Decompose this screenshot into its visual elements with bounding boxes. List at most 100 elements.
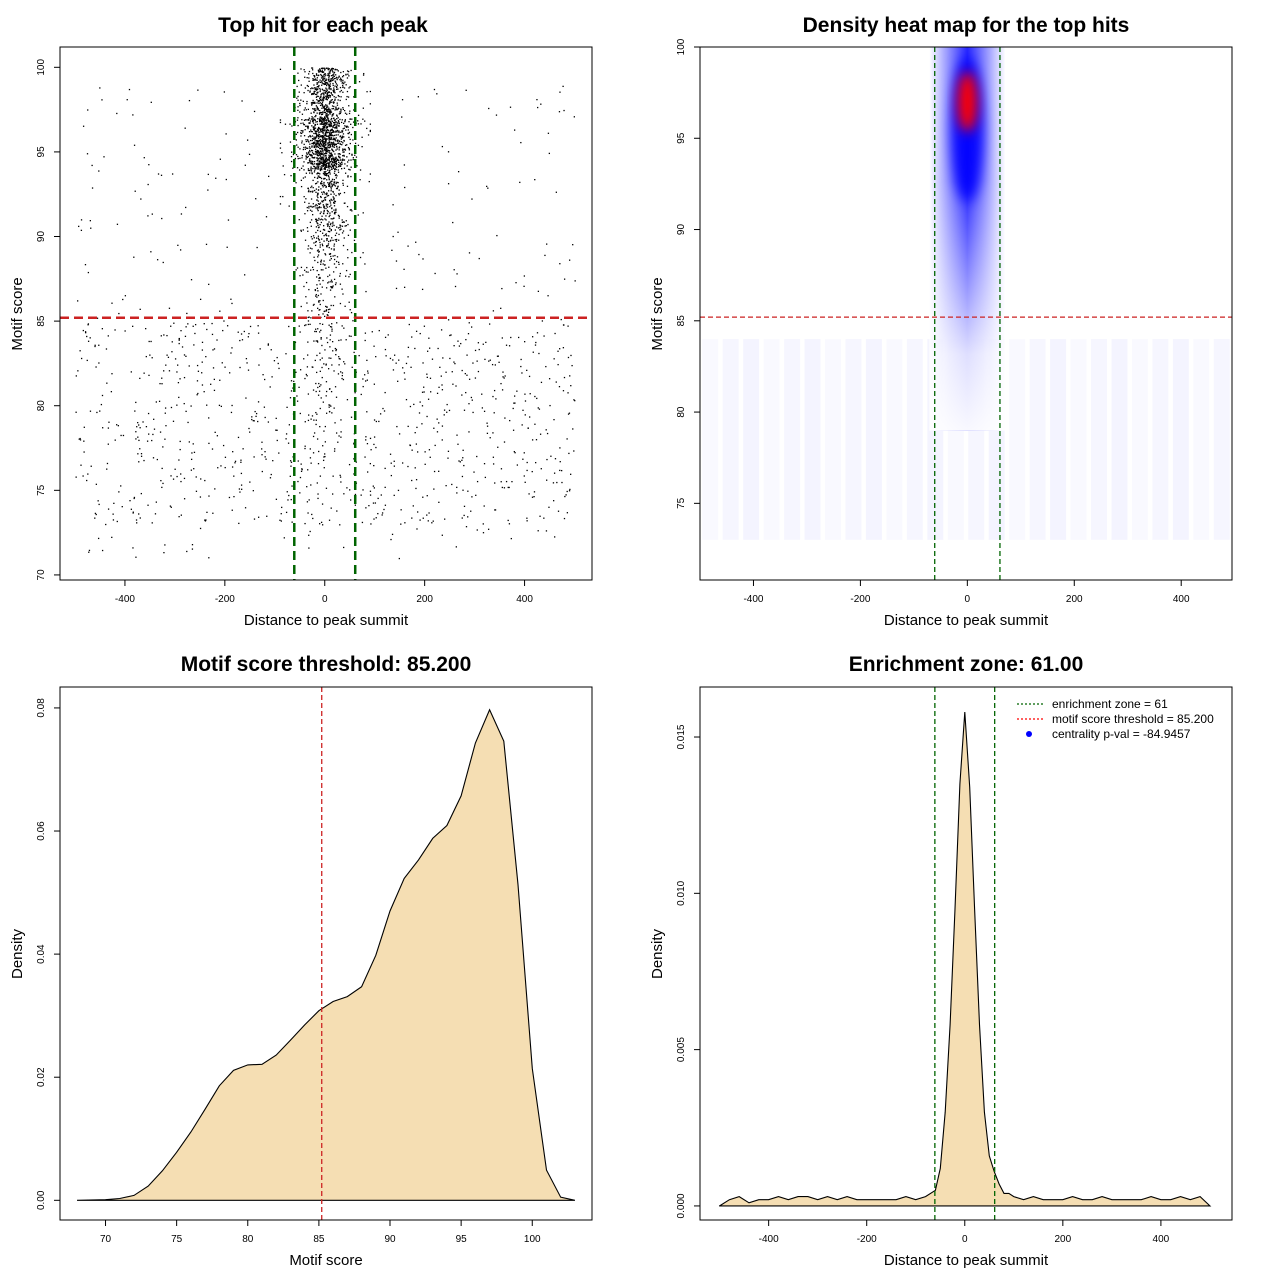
- point: [527, 427, 529, 429]
- point: [317, 150, 319, 152]
- point: [77, 300, 79, 302]
- point: [321, 162, 323, 164]
- point: [315, 382, 317, 385]
- point: [332, 84, 334, 87]
- point: [496, 234, 498, 237]
- point: [507, 486, 509, 489]
- point: [568, 490, 571, 492]
- point: [323, 134, 325, 136]
- point: [333, 137, 335, 139]
- point: [327, 311, 330, 313]
- point: [360, 123, 362, 125]
- point: [316, 195, 318, 197]
- point: [324, 264, 326, 266]
- point: [366, 411, 368, 413]
- point: [461, 459, 463, 461]
- point: [249, 325, 252, 328]
- point: [317, 341, 319, 343]
- point: [325, 91, 327, 93]
- point: [89, 220, 92, 222]
- point: [354, 392, 356, 394]
- x-tick-label: 100: [524, 1234, 541, 1245]
- heat-cell: [886, 339, 902, 540]
- point: [328, 404, 330, 406]
- point: [374, 502, 377, 504]
- point: [329, 134, 331, 137]
- point: [319, 202, 322, 204]
- point: [321, 113, 324, 115]
- point: [353, 351, 355, 354]
- point: [322, 191, 325, 193]
- point: [335, 282, 337, 284]
- point: [539, 515, 541, 517]
- point: [151, 213, 153, 215]
- point: [516, 390, 518, 392]
- point: [332, 67, 334, 70]
- point: [562, 85, 564, 88]
- point: [316, 140, 319, 142]
- point: [316, 173, 318, 175]
- point: [307, 187, 309, 190]
- point: [311, 142, 313, 145]
- point: [384, 467, 386, 470]
- point: [330, 87, 332, 90]
- point: [347, 96, 350, 98]
- point: [418, 412, 421, 414]
- point: [171, 173, 174, 175]
- point: [343, 122, 345, 125]
- point: [340, 109, 342, 111]
- point: [366, 91, 368, 93]
- x-tick-label: 400: [1173, 594, 1190, 605]
- point: [334, 229, 337, 231]
- point: [326, 151, 329, 153]
- point: [329, 388, 331, 390]
- point: [436, 431, 439, 433]
- point: [329, 200, 331, 202]
- point: [364, 456, 366, 458]
- point: [335, 88, 338, 90]
- point: [307, 140, 309, 142]
- point: [320, 95, 322, 97]
- point: [100, 403, 103, 406]
- point: [335, 238, 338, 241]
- point: [300, 130, 302, 132]
- point: [231, 509, 233, 511]
- point: [322, 313, 324, 315]
- point: [369, 490, 372, 492]
- point: [290, 151, 293, 153]
- point: [327, 174, 329, 177]
- point: [384, 486, 386, 489]
- point: [332, 191, 335, 193]
- point: [327, 224, 329, 226]
- point: [309, 252, 311, 254]
- point: [342, 81, 344, 83]
- point: [361, 136, 363, 138]
- point: [329, 146, 331, 148]
- point: [328, 124, 330, 127]
- point: [345, 339, 347, 341]
- point: [321, 167, 323, 169]
- point: [299, 111, 301, 113]
- point: [328, 140, 330, 142]
- point: [161, 377, 163, 379]
- point: [312, 452, 315, 454]
- point: [314, 169, 316, 171]
- point: [338, 239, 340, 241]
- y-tick-label: 90: [676, 224, 687, 236]
- point: [456, 486, 458, 489]
- point: [176, 475, 178, 478]
- point: [324, 174, 326, 176]
- point: [311, 139, 313, 142]
- point: [313, 242, 315, 244]
- point: [307, 310, 309, 312]
- point: [334, 138, 336, 140]
- point: [323, 456, 325, 458]
- point: [494, 364, 496, 366]
- point: [338, 194, 340, 196]
- reference-lines: [934, 687, 996, 1220]
- point: [338, 189, 340, 191]
- point: [87, 473, 89, 475]
- point: [332, 255, 334, 257]
- point: [316, 150, 318, 152]
- point: [340, 228, 342, 230]
